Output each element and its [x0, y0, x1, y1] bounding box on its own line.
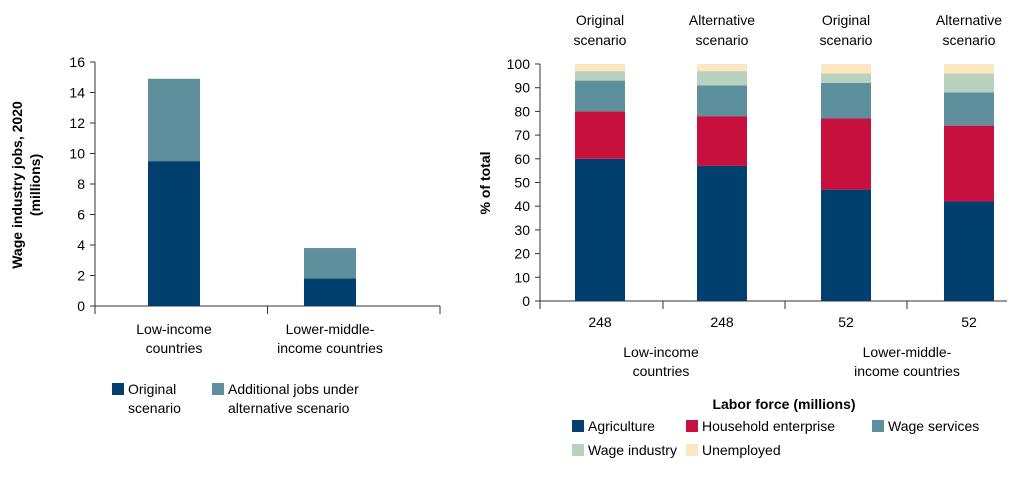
y-tick-label: 40: [514, 198, 530, 214]
scenario-label: Original: [576, 12, 624, 28]
wage-industry-chart: 0 2 4 6 8 10 12 14 16 Wage industry jobs, 2020 (mi…: [9, 54, 441, 416]
y-tick-label: 2: [77, 268, 85, 284]
bar-segment-unemployed: [821, 64, 871, 74]
legend-label: Household enterprise: [702, 418, 835, 434]
y-axis-label-line: Wage industry jobs, 2020: [9, 101, 25, 269]
labor-force-value: 248: [588, 314, 612, 330]
y-axis-label: Wage industry jobs, 2020 (millions): [9, 101, 43, 269]
group-label: countries: [633, 363, 690, 379]
x-category-label: Lower-middle-: [286, 321, 375, 337]
bar-additional: [148, 78, 200, 162]
labor-force-value: 52: [838, 314, 854, 330]
bar-segment-wage-services: [944, 92, 994, 126]
bar-original: [148, 161, 200, 306]
scenario-label: scenario: [820, 32, 873, 48]
scenario-label: scenario: [943, 32, 996, 48]
x-category-label: Low-income: [136, 321, 212, 337]
y-tick-label: 0: [522, 293, 530, 309]
bar-segment-wage-industry: [944, 73, 994, 93]
legend-label: Unemployed: [702, 442, 781, 458]
y-tick-label: 100: [507, 56, 531, 72]
bar-segment-wage-services: [575, 80, 625, 112]
y-tick-label: 14: [69, 85, 85, 101]
y-tick-label: 30: [514, 222, 530, 238]
bar-segment-household-enterprise: [821, 118, 871, 190]
group-label: Lower-middle-: [863, 344, 952, 360]
y-tick-label: 20: [514, 246, 530, 262]
bar-segment-wage-industry: [575, 71, 625, 81]
x-category-label: countries: [146, 340, 203, 356]
bar-segment-unemployed: [697, 64, 747, 72]
legend-swatch: [212, 383, 224, 395]
scenario-label: Alternative: [936, 12, 1002, 28]
bar-segment-agriculture: [697, 165, 747, 301]
bar-segment-household-enterprise: [697, 116, 747, 166]
legend-swatch: [112, 383, 124, 395]
group-label: Low-income: [623, 344, 699, 360]
y-tick-label: 10: [69, 146, 85, 162]
legend-label: Agriculture: [588, 418, 655, 434]
x-category-label: income countries: [277, 340, 383, 356]
x-axis-label: Labor force (millions): [712, 396, 855, 412]
y-tick-label: 60: [514, 151, 530, 167]
y-tick-label: 12: [69, 115, 85, 131]
bar-segment-agriculture: [821, 189, 871, 301]
y-tick-label: 0: [77, 298, 85, 314]
bar-segment-unemployed: [575, 64, 625, 72]
bar-segment-wage-industry: [697, 71, 747, 86]
y-tick-label: 8: [77, 176, 85, 192]
legend-label: alternative scenario: [228, 400, 350, 416]
group-label: income countries: [854, 363, 960, 379]
bar-segment-wage-services: [697, 85, 747, 117]
scenario-label: scenario: [696, 32, 749, 48]
y-tick-label: 80: [514, 103, 530, 119]
legend-swatch: [572, 444, 584, 456]
scenario-label: scenario: [574, 32, 627, 48]
legend-label: scenario: [128, 400, 181, 416]
legend-swatch: [872, 420, 884, 432]
scenario-label: Original: [822, 12, 870, 28]
bar-segment-wage-industry: [821, 73, 871, 83]
bar-additional: [304, 248, 356, 279]
legend-swatch: [686, 444, 698, 456]
bar-segment-agriculture: [575, 158, 625, 301]
legend-label: Wage services: [888, 418, 979, 434]
bar-segment-household-enterprise: [944, 125, 994, 202]
y-tick-label: 6: [77, 207, 85, 223]
bar-original: [304, 278, 356, 306]
scenario-label: Alternative: [689, 12, 755, 28]
legend-label: Wage industry: [588, 442, 677, 458]
y-axis-label: % of total: [477, 152, 493, 215]
y-axis-label-line: (millions): [27, 154, 43, 216]
legend-swatch: [572, 420, 584, 432]
bar-segment-household-enterprise: [575, 111, 625, 159]
legend-label: Original: [128, 381, 176, 397]
y-tick-label: 70: [514, 127, 530, 143]
bar-segment-unemployed: [944, 64, 994, 74]
legend-swatch: [686, 420, 698, 432]
labor-force-value: 52: [961, 314, 977, 330]
bar-segment-agriculture: [944, 201, 994, 301]
legend-label: Additional jobs under: [228, 381, 359, 397]
y-tick-label: 4: [77, 237, 85, 253]
y-tick-label: 10: [514, 269, 530, 285]
labor-force-value: 248: [710, 314, 734, 330]
labor-force-chart: 0 10 20 30 40 50 60 70 80 90 100 % of total Original…: [477, 12, 1007, 458]
bar-segment-wage-services: [821, 82, 871, 119]
y-tick-label: 50: [514, 175, 530, 191]
y-tick-label: 16: [69, 54, 85, 70]
y-tick-label: 90: [514, 80, 530, 96]
